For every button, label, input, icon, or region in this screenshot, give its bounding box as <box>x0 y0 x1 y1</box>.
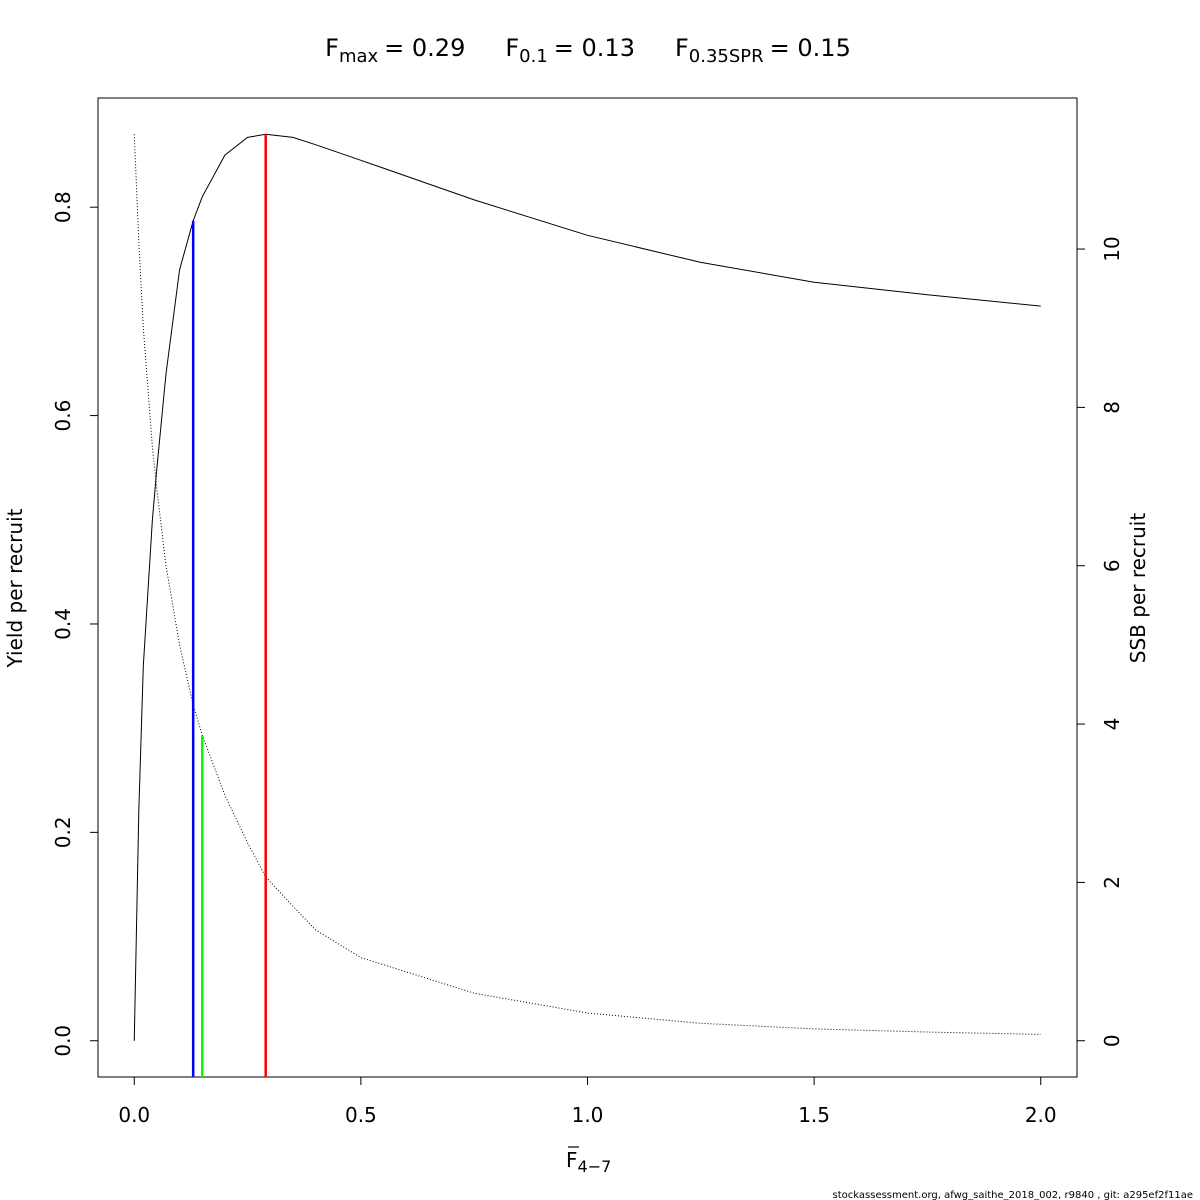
y-tick-label: 0.4 <box>51 608 75 640</box>
title-subscript: 0.35SPR <box>689 46 764 67</box>
y-tick-label: 0.0 <box>51 1025 75 1057</box>
x-tick-label: 0.0 <box>118 1103 150 1127</box>
y-tick-label: 0.2 <box>51 816 75 848</box>
y2-tick-label: 2 <box>1100 876 1124 889</box>
series-line <box>133 134 1041 1035</box>
y-tick-label: 0.8 <box>51 191 75 223</box>
title-subscript: 0.1 <box>519 46 548 67</box>
y2-tick-label: 6 <box>1100 559 1124 572</box>
title-value: = 0.15 <box>770 34 851 62</box>
x-tick-label: 2.0 <box>1025 1103 1057 1127</box>
title-symbol: F <box>325 34 339 62</box>
chart-title: Fmax = 0.29 F0.1 = 0.13 F0.35SPR = 0.15 <box>325 34 851 67</box>
y2-tick-label: 10 <box>1100 236 1124 261</box>
title-subscript: max <box>339 46 379 67</box>
y-axis-label: Yield per recruit <box>3 508 27 668</box>
x-axis-label: F4−7 <box>566 1148 611 1176</box>
title-value: = 0.13 <box>554 34 635 62</box>
series-line <box>133 133 1041 1041</box>
x-label-symbol: F <box>566 1148 578 1172</box>
y2-axis-label: SSB per recruit <box>1126 513 1150 664</box>
x-tick-label: 1.0 <box>572 1103 604 1127</box>
title-value: = 0.29 <box>384 34 465 62</box>
title-symbol: F <box>675 34 689 62</box>
y2-tick-label: 4 <box>1100 718 1124 731</box>
plot-frame <box>97 97 1078 1078</box>
title-symbol: F <box>505 34 519 62</box>
footer: stockassessment.org, afwg_saithe_2018_00… <box>833 1190 1193 1200</box>
y2-tick-label: 0 <box>1100 1034 1124 1047</box>
x-label-subscript: 4−7 <box>578 1157 612 1176</box>
x-tick-label: 0.5 <box>345 1103 377 1127</box>
y-tick-label: 0.6 <box>51 400 75 432</box>
y2-tick-label: 8 <box>1100 401 1124 414</box>
x-tick-label: 1.5 <box>798 1103 830 1127</box>
